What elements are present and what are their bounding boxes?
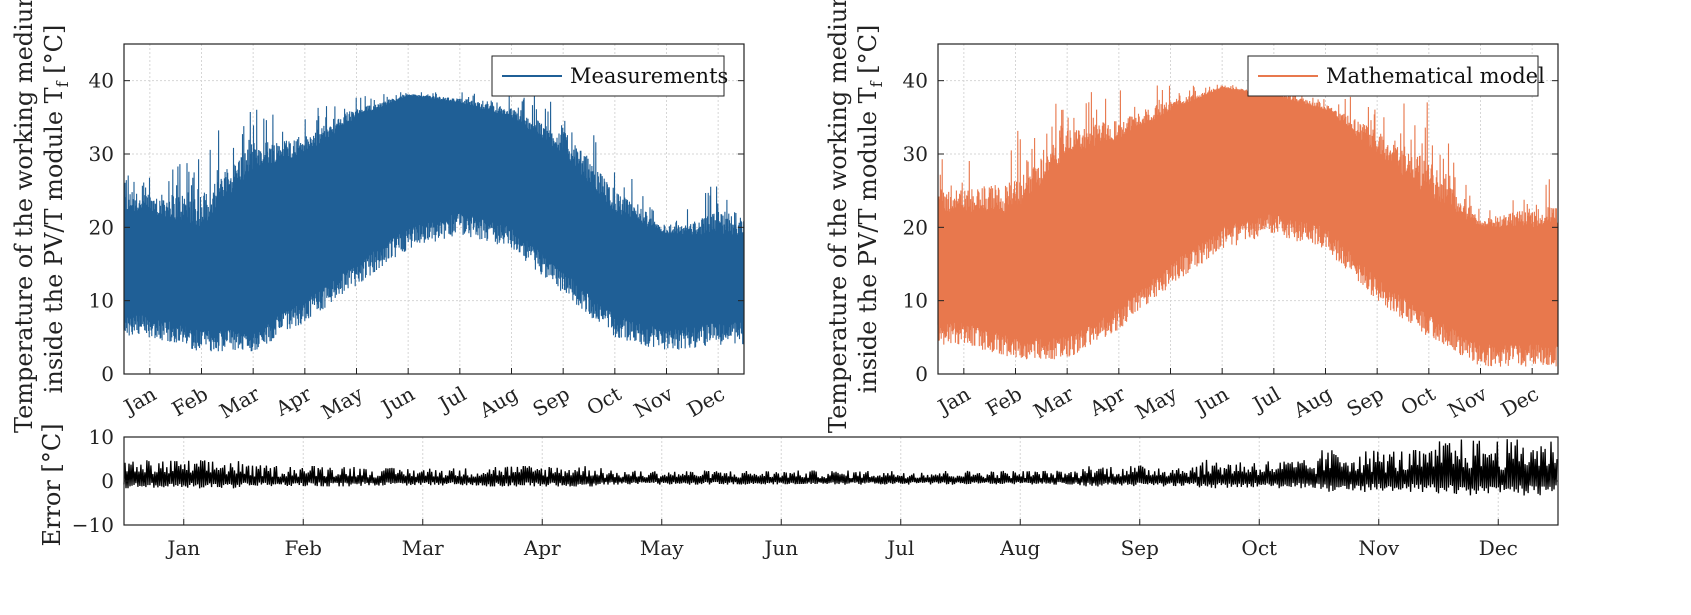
measurements-legend: Measurements xyxy=(491,55,728,97)
x-tick-label: May xyxy=(1131,381,1181,424)
x-tick-label: May xyxy=(317,381,367,424)
x-tick-label: Aug xyxy=(474,381,522,422)
x-tick-label: Feb xyxy=(982,382,1026,421)
y-tick-label: 0 xyxy=(101,362,114,386)
y-tick-label: 10 xyxy=(903,289,928,313)
x-tick-label: Jul xyxy=(885,536,914,560)
x-tick-label: Jun xyxy=(1190,381,1233,420)
model-x-ticks: Jan Feb Mar Apr May Jun Jul Aug Sep Oct Nov Dec xyxy=(932,368,1543,424)
model-series-line xyxy=(937,84,1559,367)
x-tick-label: Nov xyxy=(1444,381,1492,423)
error-y-ticks: −10 0 10 xyxy=(72,425,1558,537)
model-axes-frame xyxy=(937,43,1559,375)
series-path-error xyxy=(123,439,1558,496)
x-tick-label: Jan xyxy=(932,381,974,419)
x-tick-label: Nov xyxy=(1358,536,1400,560)
x-tick-label: Apr xyxy=(271,381,316,421)
x-tick-label: Jul xyxy=(433,382,470,417)
y-tick-label: 20 xyxy=(903,215,928,239)
measurements-y-ticks: 0 10 20 30 40 xyxy=(89,69,744,386)
measurements-legend-label: Measurements xyxy=(570,64,728,88)
measurements-x-ticks: Jan Feb Mar Apr May Jun Jul Aug Sep Oct Nov Dec xyxy=(118,368,729,424)
series-path-mathematical-model xyxy=(937,84,1559,367)
error-chart: −10 0 10 Jan Feb Mar Apr May Jun Jul Aug Sep Oct Nov… xyxy=(38,423,1559,560)
model-legend: Mathematical model xyxy=(1247,55,1545,97)
x-tick-label: Nov xyxy=(630,381,678,423)
x-tick-label: Oct xyxy=(582,382,625,421)
x-tick-label: Sep xyxy=(1342,382,1387,422)
error-series-line xyxy=(123,439,1558,496)
y-tick-label: 0 xyxy=(101,469,114,493)
x-tick-label: Dec xyxy=(1479,536,1518,560)
x-tick-label: Feb xyxy=(168,382,212,421)
error-ylabel: Error [°C] xyxy=(38,423,66,546)
measurements-ylabel-line2: inside the PV/T module Tf [°C] xyxy=(40,25,72,394)
x-tick-label: May xyxy=(640,536,684,560)
model-chart: 0 10 20 30 40 Jan Feb Mar Apr May Jun Jul Aug Sep Oct… xyxy=(824,0,1559,433)
x-tick-label: Jul xyxy=(1247,382,1284,417)
y-tick-label: 0 xyxy=(915,362,928,386)
measurements-ylabel-line1: Temperature of the working medium xyxy=(10,0,38,433)
y-tick-label: 10 xyxy=(89,425,114,449)
x-tick-label: Aug xyxy=(1288,381,1336,422)
x-tick-label: Mar xyxy=(215,381,264,423)
x-tick-label: Jan xyxy=(165,536,200,560)
model-ylabel-line1: Temperature of the working medium xyxy=(824,0,852,433)
model-legend-label: Mathematical model xyxy=(1326,64,1545,88)
y-tick-label: 30 xyxy=(89,142,114,166)
model-y-ticks: 0 10 20 30 40 xyxy=(903,69,1558,386)
error-x-ticks: Jan Feb Mar Apr May Jun Jul Aug Sep Oct Nov Dec xyxy=(165,519,1518,560)
measurements-series-line xyxy=(123,92,745,352)
y-tick-label: 10 xyxy=(89,289,114,313)
x-tick-label: Jan xyxy=(118,381,160,419)
x-tick-label: Apr xyxy=(1085,381,1130,421)
x-tick-label: Oct xyxy=(1396,382,1439,421)
measurements-axes-frame xyxy=(123,43,745,375)
x-tick-label: Aug xyxy=(999,536,1040,560)
x-tick-label: Apr xyxy=(523,536,561,560)
series-path-measurements xyxy=(123,92,745,352)
x-tick-label: Mar xyxy=(402,536,444,560)
x-tick-label: Mar xyxy=(1029,381,1078,423)
x-tick-label: Feb xyxy=(285,536,322,560)
x-tick-label: Jun xyxy=(376,381,419,420)
x-tick-label: Oct xyxy=(1241,536,1277,560)
x-tick-label: Dec xyxy=(683,382,729,422)
y-tick-label: 40 xyxy=(903,69,928,93)
measurements-chart: 0 10 20 30 40 Jan Feb Mar Apr May Jun Jul Aug Sep Oct… xyxy=(10,0,745,433)
y-tick-label: 20 xyxy=(89,215,114,239)
y-tick-label: 40 xyxy=(89,69,114,93)
y-tick-label: 30 xyxy=(903,142,928,166)
x-tick-label: Jun xyxy=(762,536,798,560)
x-tick-label: Sep xyxy=(528,382,573,422)
y-tick-label: −10 xyxy=(72,513,114,537)
model-ylabel-line2: inside the PV/T module Tf [°C] xyxy=(854,25,886,394)
x-tick-label: Dec xyxy=(1497,382,1543,422)
x-tick-label: Sep xyxy=(1121,536,1159,560)
